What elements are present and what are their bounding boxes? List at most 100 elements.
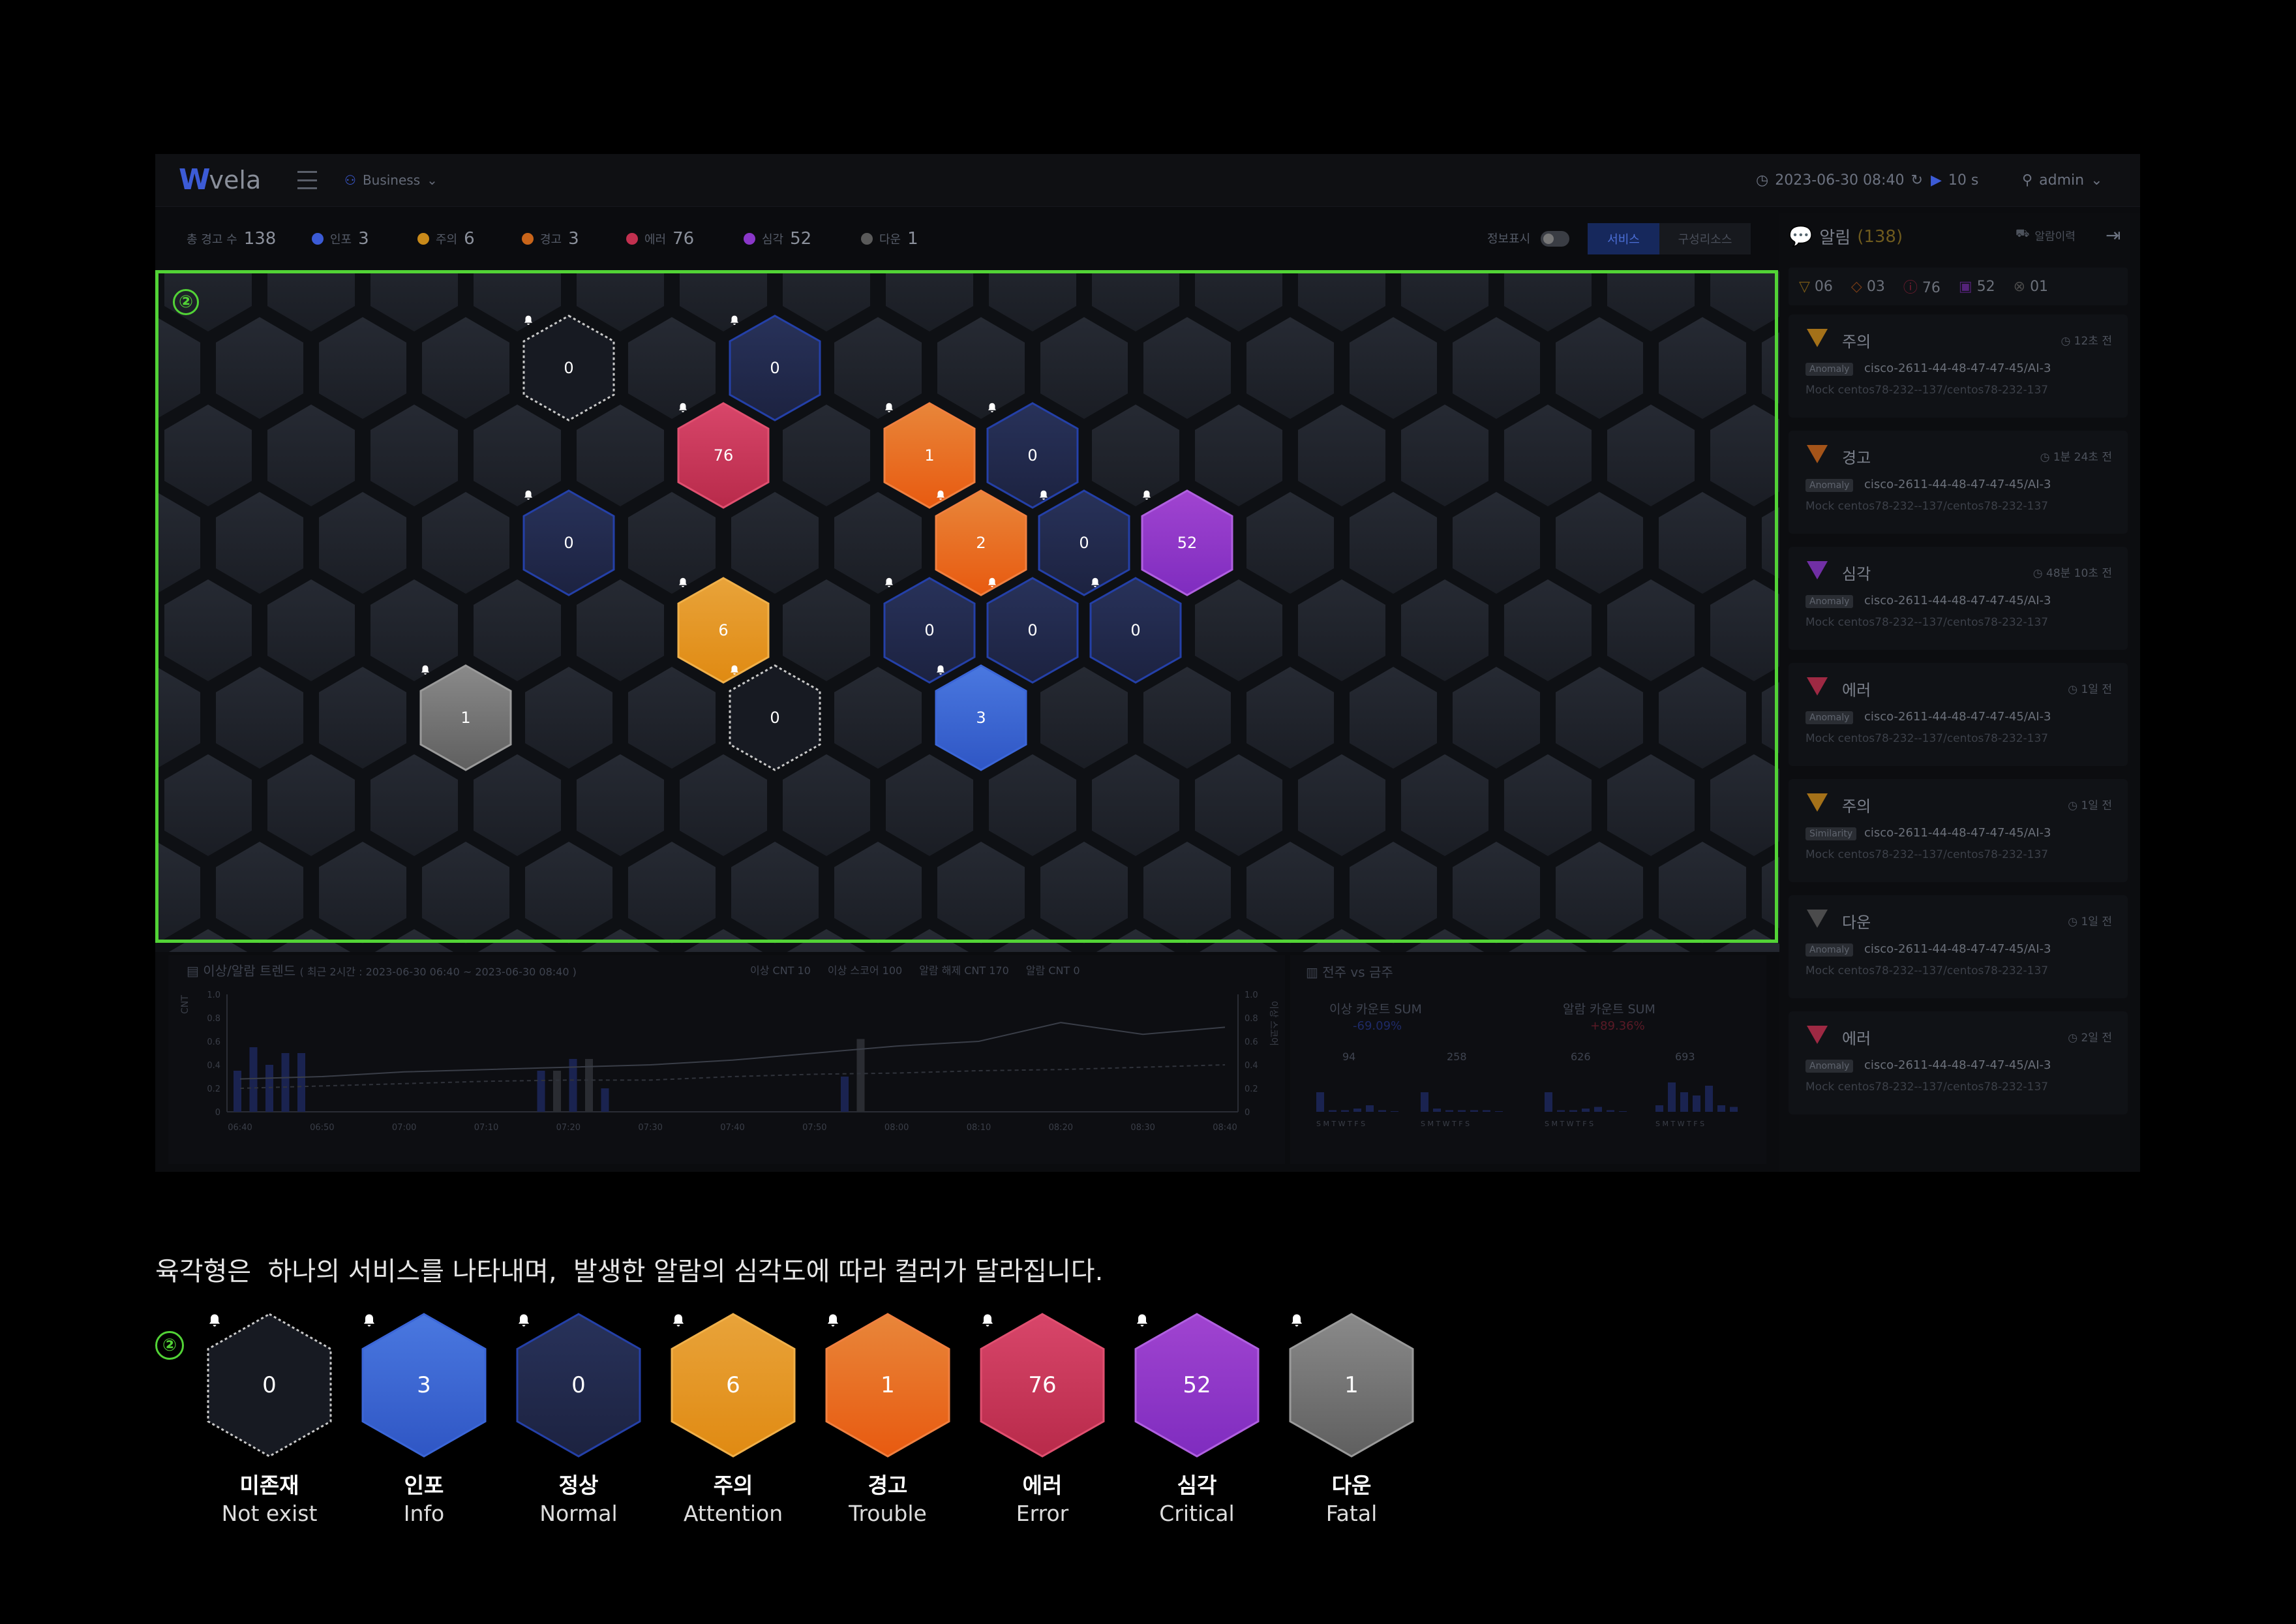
business-icon: ⚇	[344, 172, 356, 188]
empty-hex	[155, 839, 203, 946]
alarm-host: cisco-2611-44-48-47-47-45/AI-3	[1864, 1058, 2051, 1072]
empty-hex	[1553, 314, 1646, 421]
user-menu[interactable]: ⚲ admin ⌄	[2022, 167, 2103, 193]
service-hex-normal[interactable]: 0	[986, 402, 1079, 509]
tab-resource[interactable]: 구성리소스	[1659, 223, 1751, 254]
empty-hex	[471, 577, 564, 684]
alarm-card[interactable]: 주의 ◷ 12초 전 Anomaly cisco-2611-44-48-47-47-4…	[1789, 314, 2128, 418]
info-toggle-label: 정보표시	[1487, 232, 1531, 246]
legend-label-en: Critical	[1159, 1501, 1235, 1526]
play-icon[interactable]: ▶	[1931, 172, 1942, 189]
business-selector[interactable]: ⚇ Business ⌄	[344, 168, 438, 192]
service-hex-attention[interactable]: 6	[677, 577, 770, 684]
empty-hex	[883, 752, 976, 859]
empty-hex	[1708, 402, 1779, 509]
logo[interactable]: W vela	[179, 163, 261, 196]
summary-attention[interactable]: ▽ 06	[1799, 278, 1833, 295]
refresh-icon[interactable]: ↻	[1911, 172, 1923, 189]
status-item[interactable]: 주의 6	[417, 213, 475, 265]
service-hex-normal[interactable]: 0	[883, 577, 976, 684]
alarm-history-link[interactable]: ⛟ 알람이력	[2016, 227, 2076, 243]
empty-hex	[265, 752, 357, 859]
alarm-card[interactable]: 다운 ◷ 1일 전 Anomaly cisco-2611-44-48-47-47-45…	[1789, 895, 2128, 998]
hamburger-menu-icon[interactable]	[297, 171, 317, 189]
hex-label: 52	[1141, 489, 1233, 596]
alarm-card[interactable]: 주의 ◷ 1일 전 Similarity cisco-2611-44-48-47-47…	[1789, 779, 2128, 882]
trend-legend: 이상 CNT 10 이상 스코어 100 알람 해제 CNT 170 알람 CN…	[750, 962, 1080, 977]
service-hex-trouble[interactable]: 1	[883, 402, 976, 509]
service-hex-critical[interactable]: 52	[1141, 489, 1233, 596]
info-toggle[interactable]	[1541, 231, 1569, 247]
legend-hex-label: 6	[671, 1313, 796, 1458]
empty-hex	[780, 577, 873, 684]
alarm-time: ◷ 1분 24초 전	[2040, 451, 2112, 464]
alarm-card[interactable]: 에러 ◷ 2일 전 Anomaly cisco-2611-44-48-47-47-45…	[1789, 1011, 2128, 1114]
hex-label: 6	[677, 577, 770, 684]
service-hex-normal[interactable]: 0	[1038, 489, 1130, 596]
empty-hex	[1450, 489, 1543, 596]
empty-hex	[1502, 271, 1594, 334]
service-hex-normal[interactable]: 0	[986, 577, 1079, 684]
service-hex-fatal[interactable]: 1	[419, 664, 512, 771]
service-hex-notexist[interactable]: 0	[522, 314, 615, 421]
service-hexmap: 0 0 76 1 0 0 2 0 52 6 0 0 0 1 0 3	[155, 271, 1779, 952]
status-item[interactable]: 인포 3	[312, 213, 369, 265]
summary-fatal[interactable]: ⊗ 01	[2013, 278, 2049, 295]
service-hex-normal[interactable]: 0	[1089, 577, 1182, 684]
compare-bar	[1717, 1105, 1725, 1112]
empty-hex	[1656, 839, 1749, 946]
compare-bar	[1545, 1092, 1552, 1112]
compare-bar	[1495, 1111, 1503, 1112]
legend-hex-label: 76	[980, 1313, 1105, 1458]
empty-hex	[213, 314, 306, 421]
compare-bar	[1693, 1095, 1700, 1112]
status-item[interactable]: 심각 52	[744, 213, 811, 265]
service-hex-info[interactable]: 3	[935, 664, 1027, 771]
legend-label-ko: 인포	[404, 1473, 444, 1498]
alarm-card[interactable]: 심각 ◷ 48분 10초 전 Anomaly cisco-2611-44-48-47-…	[1789, 547, 2128, 650]
empty-hex	[368, 752, 461, 859]
empty-hex	[155, 314, 203, 421]
summary-trouble[interactable]: ◇ 03	[1850, 278, 1885, 295]
status-item[interactable]: 다운 1	[861, 213, 918, 265]
service-hex-normal[interactable]: 0	[522, 489, 615, 596]
alarm-panel: 💬 알림 (138) ⛟ 알람이력 ⇥ ▽ 06 ◇ 03 ⓘ 76 ▣ 52 …	[1779, 213, 2140, 1172]
service-hex-normal[interactable]: 0	[729, 314, 821, 421]
compare-bar	[1316, 1092, 1324, 1112]
legend-hex: 1	[825, 1313, 950, 1458]
service-hex-error[interactable]: 76	[677, 402, 770, 509]
service-hex-trouble[interactable]: 2	[935, 489, 1027, 596]
collapse-panel-icon[interactable]: ⇥	[2106, 224, 2121, 246]
compare-bar	[1366, 1105, 1374, 1112]
empty-hex	[1192, 402, 1285, 509]
legend-item-info: 3 인포 Info	[359, 1313, 489, 1528]
interval-selector[interactable]: ▶ 10 s	[1931, 167, 1978, 193]
tab-service[interactable]: 서비스	[1588, 223, 1659, 254]
legend-hex: 1	[1289, 1313, 1414, 1458]
alarm-time: ◷ 1일 전	[2068, 683, 2112, 696]
status-item[interactable]: 경고 3	[522, 213, 579, 265]
logo-mark-icon: W	[179, 163, 210, 196]
status-count: 3	[568, 229, 579, 249]
empty-hex	[1244, 314, 1337, 421]
y-tick-label: 0.4	[207, 1061, 220, 1071]
alarm-tag: Anomaly	[1805, 595, 1854, 608]
alarm-card[interactable]: 에러 ◷ 1일 전 Anomaly cisco-2611-44-48-47-47-45…	[1789, 663, 2128, 766]
compare-day-labels: S M T W T F S	[1545, 1120, 1594, 1128]
summary-error[interactable]: ⓘ 76	[1903, 280, 1941, 296]
status-item[interactable]: 에러 76	[626, 213, 694, 265]
empty-hex	[1708, 752, 1779, 859]
empty-hex	[986, 752, 1079, 859]
status-label: 심각	[762, 233, 784, 247]
x-tick-label: 08:20	[1049, 1123, 1073, 1133]
alarm-level: 심각	[1842, 565, 1871, 583]
compare-left-label: 이상 카운트 SUM	[1329, 1002, 1422, 1017]
service-hex-notexist[interactable]: 0	[729, 664, 821, 771]
status-count: 76	[672, 229, 695, 249]
alarm-level-icon	[1807, 1026, 1828, 1044]
alarm-card[interactable]: 경고 ◷ 1분 24초 전 Anomaly cisco-2611-44-48-47-4…	[1789, 431, 2128, 534]
hex-label: 0	[1038, 489, 1130, 596]
summary-critical[interactable]: ▣ 52	[1958, 278, 1995, 295]
alarm-count: (138)	[1857, 226, 1903, 247]
top-bar: W vela ⚇ Business ⌄ ◷ 2023-06-30 08:40 ↻…	[155, 154, 2140, 207]
